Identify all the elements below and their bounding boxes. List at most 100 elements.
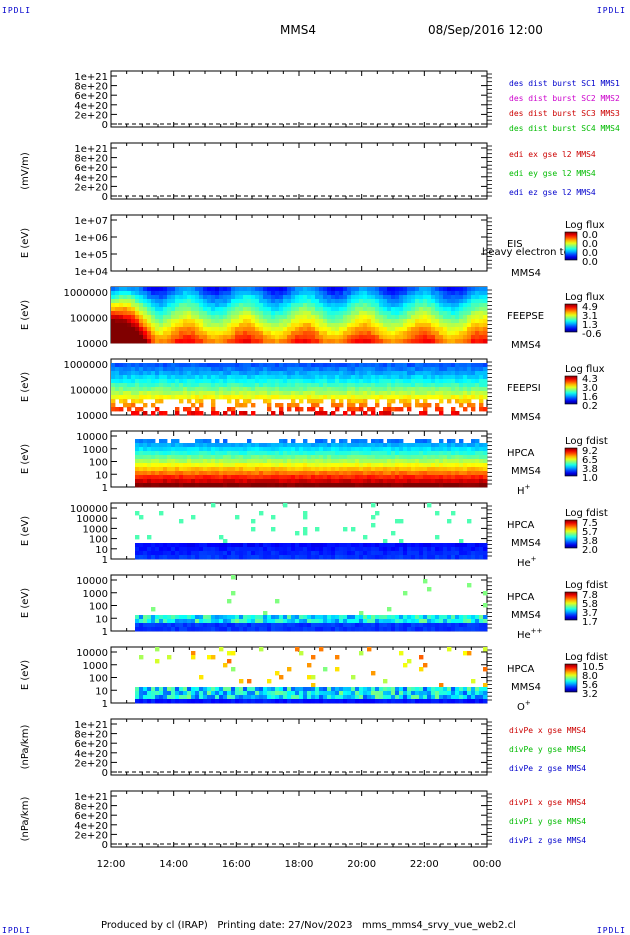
spectrogram-cell bbox=[195, 323, 199, 327]
spectrogram-cell bbox=[435, 463, 439, 467]
spectrogram-cell bbox=[239, 451, 243, 455]
spectrogram-cell bbox=[155, 623, 159, 627]
spectrogram-cell bbox=[147, 339, 151, 343]
spectrogram-cell bbox=[439, 471, 443, 475]
spectrogram-cell bbox=[139, 395, 143, 399]
spectrogram-cell bbox=[355, 551, 359, 555]
spectrogram-cell bbox=[319, 315, 323, 319]
spectrogram-cell bbox=[459, 483, 463, 487]
spectrogram-cell bbox=[147, 383, 151, 387]
spectrogram-cell bbox=[155, 391, 159, 395]
spectrogram-cell bbox=[171, 699, 175, 703]
spectrogram-cell bbox=[483, 387, 487, 391]
spectrogram-cell bbox=[479, 331, 483, 335]
spectrogram-cell bbox=[411, 315, 415, 319]
spectrogram-cell bbox=[467, 479, 471, 483]
spectrogram-cell bbox=[259, 371, 263, 375]
spectrogram-cell bbox=[475, 463, 479, 467]
spectrogram-cell bbox=[411, 327, 415, 331]
spectrogram-cell bbox=[303, 479, 307, 483]
spectrogram-cell bbox=[379, 371, 383, 375]
spectrogram-cell bbox=[351, 323, 355, 327]
spectrogram-cell bbox=[311, 479, 315, 483]
spectrogram-cell bbox=[159, 451, 163, 455]
spectrogram-cell bbox=[383, 299, 387, 303]
spectrogram-cell bbox=[347, 483, 351, 487]
spectrogram-cell bbox=[219, 367, 223, 371]
spectrogram-cell bbox=[319, 307, 323, 311]
spectrogram-cell bbox=[371, 323, 375, 327]
spectrogram-cell bbox=[295, 379, 299, 383]
spectrogram-cell bbox=[143, 439, 147, 443]
spectrogram-cell bbox=[315, 335, 319, 339]
spectrogram-cell bbox=[147, 535, 151, 539]
spectrogram-cell bbox=[147, 543, 151, 547]
spectrogram-cell bbox=[279, 383, 283, 387]
spectrogram-cell bbox=[303, 527, 307, 531]
spectrogram-cell bbox=[291, 363, 295, 367]
spectrogram-cell bbox=[151, 327, 155, 331]
spectrogram-cell bbox=[303, 615, 307, 619]
spectrogram-cell bbox=[351, 463, 355, 467]
spectrogram-cell bbox=[423, 547, 427, 551]
spectrogram-cell bbox=[471, 371, 475, 375]
spectrogram-cell bbox=[303, 443, 307, 447]
spectrogram-cell bbox=[191, 291, 195, 295]
spectrogram-cell bbox=[135, 383, 139, 387]
spectrogram-cell bbox=[371, 375, 375, 379]
spectrogram-cell bbox=[355, 339, 359, 343]
spectrogram-cell bbox=[223, 331, 227, 335]
spectrogram-cell bbox=[259, 331, 263, 335]
spectrogram-cell bbox=[191, 331, 195, 335]
spectrogram-cell bbox=[259, 451, 263, 455]
spectrogram-cell bbox=[331, 471, 335, 475]
spectrogram-cell bbox=[215, 627, 219, 631]
spectrogram-cell bbox=[203, 339, 207, 343]
spectrogram-cell bbox=[299, 475, 303, 479]
spectrogram-cell bbox=[351, 287, 355, 291]
spectrogram-cell bbox=[443, 375, 447, 379]
spectrogram-cell bbox=[387, 375, 391, 379]
spectrogram-cell bbox=[383, 363, 387, 367]
spectrogram-cell bbox=[251, 327, 255, 331]
spectrogram-cell bbox=[207, 479, 211, 483]
spectrogram-cell bbox=[451, 307, 455, 311]
spectrogram-cell bbox=[407, 319, 411, 323]
spectrogram-cell bbox=[351, 455, 355, 459]
spectrogram-cell bbox=[227, 543, 231, 547]
spectrogram-cell bbox=[411, 363, 415, 367]
spectrogram-cell bbox=[231, 363, 235, 367]
spectrogram-cell bbox=[459, 459, 463, 463]
spectrogram-cell bbox=[351, 339, 355, 343]
spectrogram-cell bbox=[267, 303, 271, 307]
spectrogram-cell bbox=[279, 303, 283, 307]
spectrogram-cell bbox=[431, 363, 435, 367]
spectrogram-cell bbox=[271, 307, 275, 311]
spectrogram-cell bbox=[215, 451, 219, 455]
spectrogram-cell bbox=[467, 467, 471, 471]
spectrogram-cell bbox=[135, 327, 139, 331]
spectrogram-cell bbox=[139, 695, 143, 699]
spectrogram-cell bbox=[475, 455, 479, 459]
spectrogram-cell bbox=[483, 391, 487, 395]
spectrogram-cell bbox=[147, 391, 151, 395]
spectrogram-cell bbox=[207, 691, 211, 695]
spectrogram-cell bbox=[299, 319, 303, 323]
spectrogram-cell bbox=[415, 331, 419, 335]
spectrogram-cell bbox=[283, 387, 287, 391]
spectrogram-cell bbox=[467, 547, 471, 551]
spectrogram-cell bbox=[419, 471, 423, 475]
spectrogram-cell bbox=[399, 331, 403, 335]
spectrogram-cell bbox=[183, 395, 187, 399]
spectrogram-cell bbox=[347, 319, 351, 323]
spectrogram-cell bbox=[375, 327, 379, 331]
spectrogram-cell bbox=[135, 407, 139, 411]
spectrogram-cell bbox=[139, 335, 143, 339]
spectrogram-cell bbox=[135, 311, 139, 315]
spectrogram-cell bbox=[235, 383, 239, 387]
spectrogram-cell bbox=[391, 479, 395, 483]
spectrogram-cell bbox=[239, 335, 243, 339]
spectrogram-cell bbox=[287, 371, 291, 375]
spectrogram-cell bbox=[251, 387, 255, 391]
spectrogram-cell bbox=[211, 471, 215, 475]
